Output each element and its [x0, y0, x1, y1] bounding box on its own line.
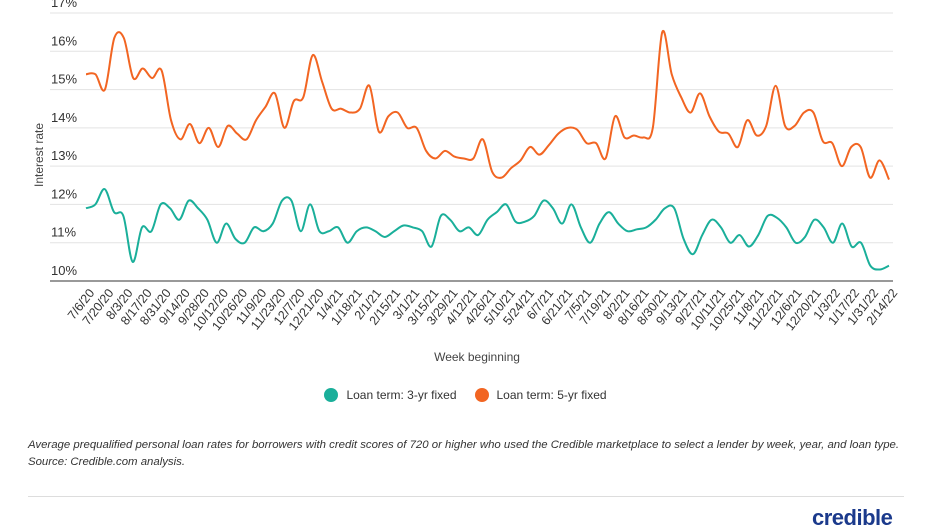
legend-marker-5yr [474, 388, 489, 402]
y-tick-label: 17% [51, 0, 77, 10]
legend-label-5yr: Loan term: 5-yr fixed [496, 388, 607, 402]
legend-label-3yr: Loan term: 3-yr fixed [346, 388, 457, 402]
legend-item-3yr: Loan term: 3-yr fixed [324, 388, 457, 402]
y-tick-label: 10% [51, 263, 77, 278]
legend-item-5yr: Loan term: 5-yr fixed [474, 388, 607, 402]
series-line-5yr [85, 29, 890, 180]
series-line-3yr [85, 188, 890, 271]
legend-marker-3yr [324, 388, 339, 402]
line-chart: 17% 16% 15% 14% 13% 12% 11% 10% 7/6/207/20/208/… [32, 0, 900, 364]
y-tick-label: 16% [51, 33, 77, 48]
y-tick-label: 12% [51, 186, 77, 201]
y-axis-label: Interest rate [32, 123, 46, 187]
series-lines [85, 29, 890, 271]
y-tick-label: 14% [51, 110, 77, 125]
x-axis-ticks: 7/6/207/20/208/3/208/17/208/31/209/14/20… [65, 286, 900, 333]
y-tick-label: 13% [51, 148, 77, 163]
divider [28, 496, 904, 497]
y-tick-label: 11% [51, 225, 76, 240]
y-axis-ticks: 17% 16% 15% 14% 13% 12% 11% 10% [51, 0, 77, 278]
gridlines [50, 12, 893, 282]
chart-caption: Average prequalified personal loan rates… [28, 439, 900, 468]
legend: Loan term: 3-yr fixed Loan term: 5-yr fi… [0, 388, 931, 402]
y-tick-label: 15% [51, 72, 77, 87]
credible-logo: credible [812, 505, 893, 530]
x-axis-label: Week beginning [434, 350, 520, 364]
